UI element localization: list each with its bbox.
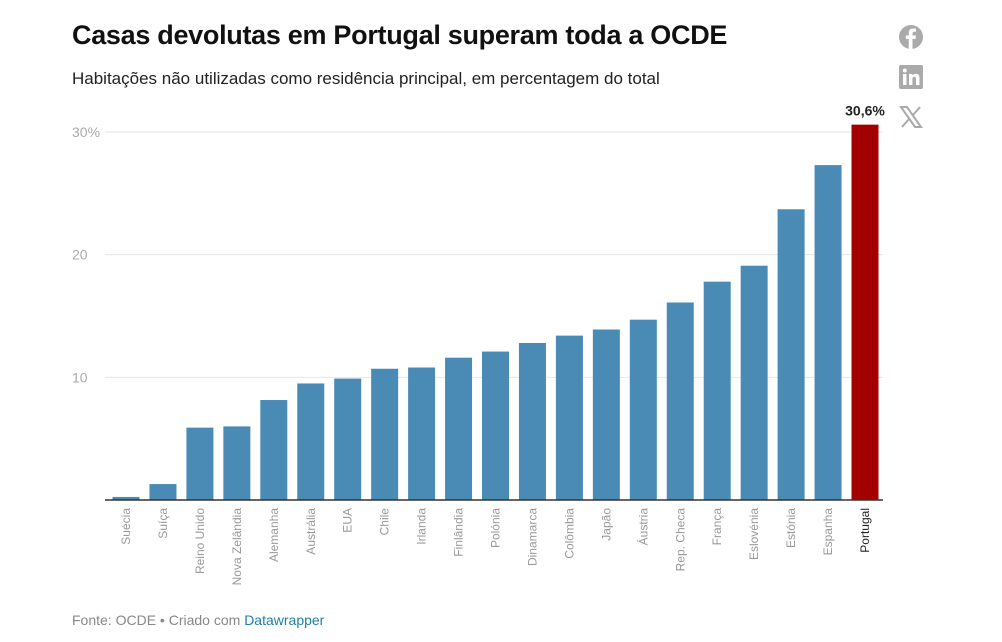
bar-espanha (814, 165, 842, 500)
x-icon[interactable] (898, 104, 924, 130)
y-tick-label: 20 (72, 247, 88, 263)
y-tick-label: 10 (72, 369, 88, 385)
x-tick-label: Espanha (821, 508, 835, 556)
bar-fran-a (703, 281, 731, 500)
x-tick-label: Áustria (635, 508, 650, 546)
x-tick-label: Suíça (156, 508, 170, 539)
bar-irlanda (408, 367, 436, 500)
linkedin-icon[interactable] (898, 64, 924, 90)
chart-subtitle: Habitações não utilizadas como residênci… (72, 69, 660, 88)
footer: Fonte: OCDE • Criado com Datawrapper (72, 612, 324, 628)
bar-col-mbia (555, 335, 583, 500)
bar-rep-checa (666, 302, 694, 500)
x-tick-label: Rep. Checa (673, 508, 687, 572)
x-tick-label: Japão (599, 508, 613, 541)
x-tick-label: Estónia (784, 508, 798, 548)
x-tick-label: Irlanda (415, 508, 429, 545)
x-tick-label: Colômbia (562, 508, 576, 559)
facebook-icon[interactable] (898, 24, 924, 50)
bar-chile (371, 368, 399, 500)
bar-dinamarca (518, 342, 546, 500)
bar-nova-zel-ndia (223, 426, 251, 500)
bar-su-a (149, 484, 177, 500)
source-text: Fonte: OCDE • Criado com (72, 612, 245, 628)
bar-reino-unido (186, 427, 214, 500)
bar-austr-lia (297, 383, 325, 500)
x-tick-label: França (710, 508, 724, 546)
bar-su-cia (112, 496, 140, 500)
bar-alemanha (260, 400, 288, 500)
x-tick-label: EUA (341, 508, 355, 533)
x-tick-label: Eslovénia (747, 508, 761, 560)
chart-title: Casas devolutas em Portugal superam toda… (72, 20, 728, 50)
bar-eslov-nia (740, 265, 768, 500)
x-tick-label: Chile (378, 508, 392, 536)
bar-portugal (851, 124, 879, 500)
bar--ustria (629, 319, 657, 500)
data-label: 30,6% (845, 103, 885, 119)
x-tick-label: Polónia (489, 508, 503, 548)
bar-finl-ndia (445, 357, 473, 500)
bar-est-nia (777, 209, 805, 500)
datawrapper-link[interactable]: Datawrapper (244, 612, 325, 628)
x-tick-label: Reino Unido (193, 508, 207, 574)
bar-jap-o (592, 329, 620, 500)
x-tick-label: Dinamarca (525, 508, 539, 566)
x-tick-label: Finlândia (452, 508, 466, 557)
y-tick-label: 30% (72, 124, 100, 140)
bar-eua (334, 378, 362, 500)
x-tick-label: Alemanha (267, 508, 281, 562)
bar-pol-nia (482, 351, 509, 500)
x-tick-label: Austrália (304, 508, 318, 555)
x-tick-label: Nova Zelândia (230, 508, 244, 586)
x-tick-label: Portugal (858, 508, 872, 553)
x-tick-label: Suécia (119, 508, 133, 545)
